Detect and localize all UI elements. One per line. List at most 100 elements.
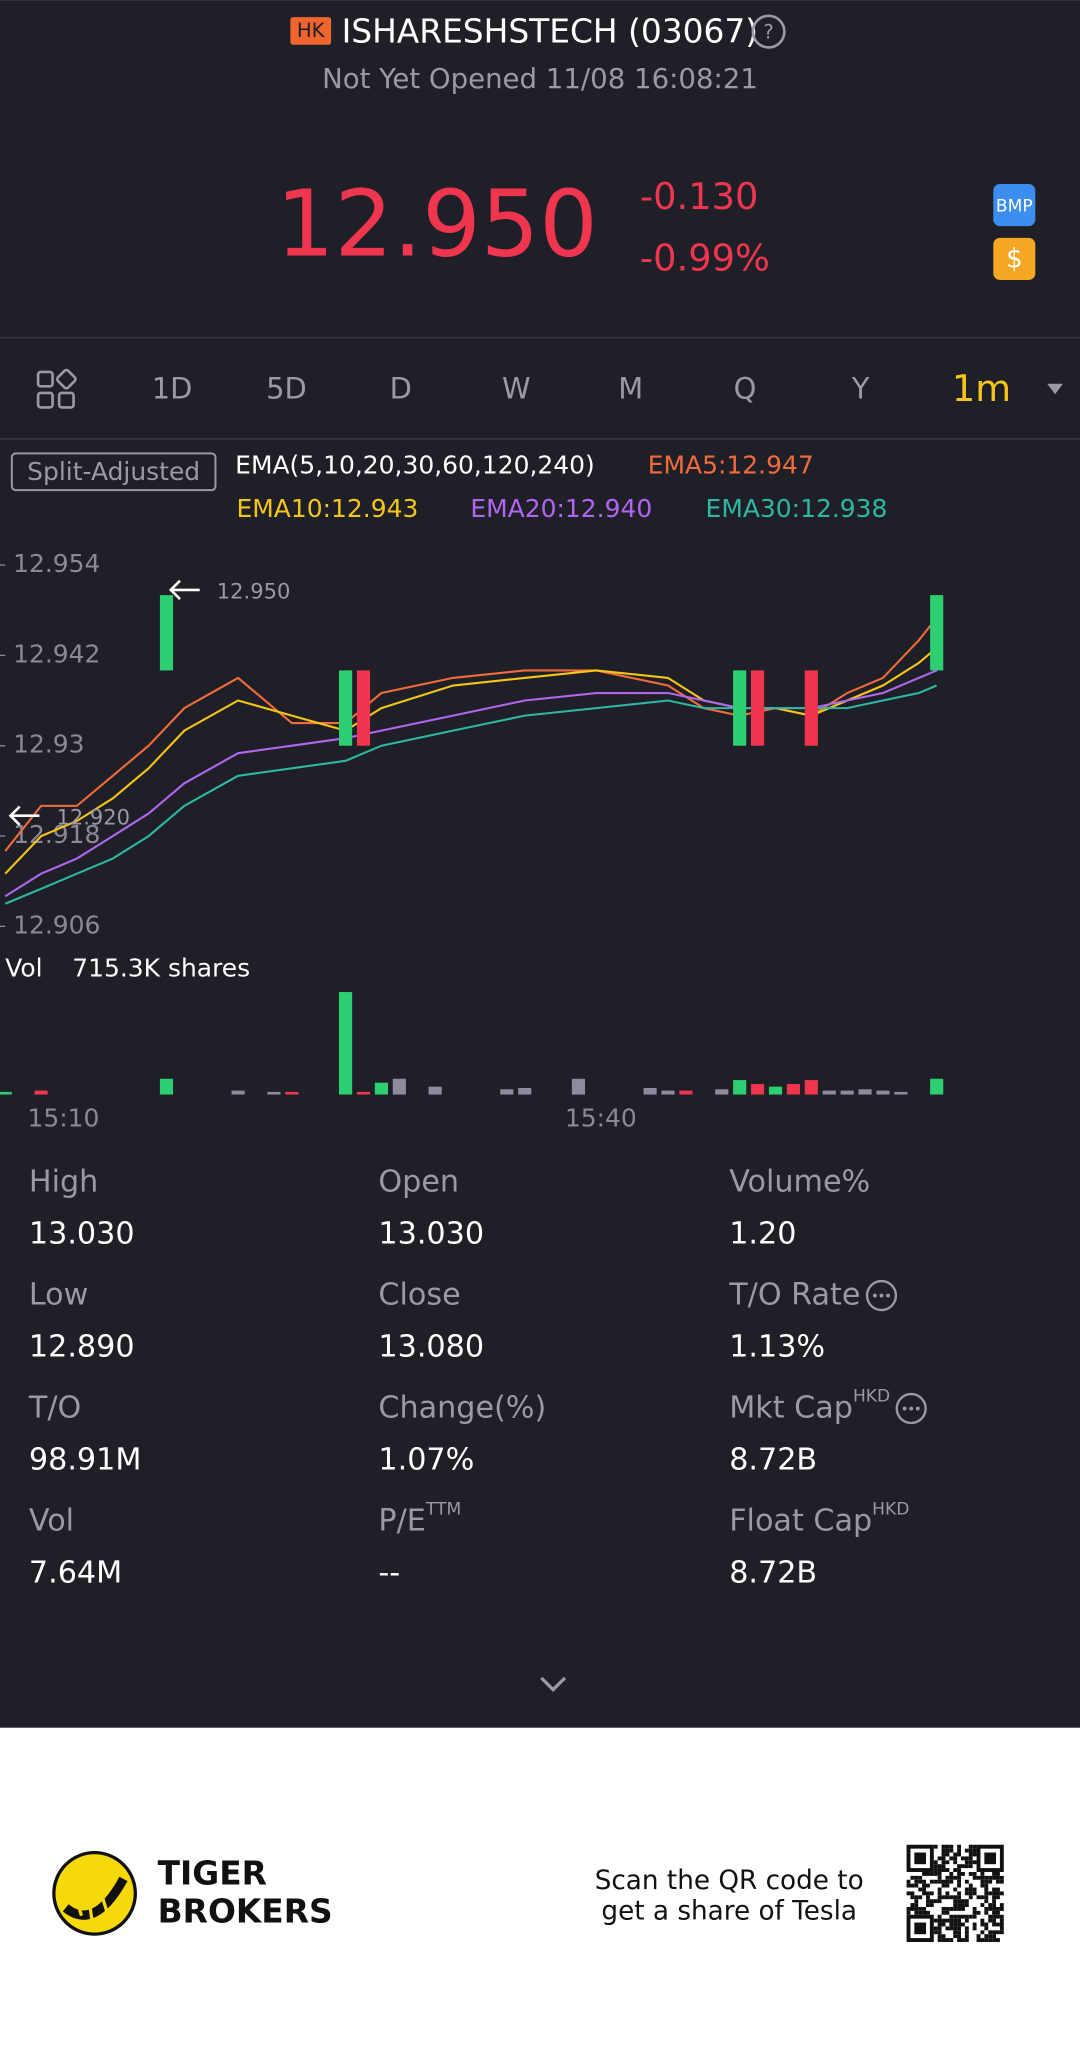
period-tab[interactable]: 1D	[152, 371, 193, 405]
currency-icon[interactable]	[993, 237, 1036, 280]
qr-module	[984, 1938, 989, 1942]
period-tab[interactable]: Q	[734, 371, 757, 405]
qr-module	[999, 1906, 1004, 1911]
qr-module	[926, 1871, 930, 1876]
qr-module	[964, 1891, 969, 1896]
qr-module	[941, 1934, 946, 1939]
period-tab[interactable]: 5D	[266, 371, 307, 405]
ema-line	[4, 684, 938, 905]
qr-module	[957, 1938, 962, 1942]
qr-module	[972, 1848, 977, 1853]
qr-module	[914, 1899, 919, 1904]
qr-module	[941, 1860, 946, 1865]
stat-label-text: Change(%)	[378, 1390, 546, 1425]
dropdown-arrow[interactable]	[1047, 383, 1063, 395]
y-tick-label: 12.918	[13, 820, 100, 849]
adjust-button[interactable]	[10, 452, 217, 492]
qr-module	[922, 1871, 927, 1876]
layout-icon[interactable]	[36, 368, 77, 409]
qr-module	[953, 1918, 958, 1923]
legend-entry: EMA20:12.940	[470, 494, 652, 523]
percent-change: -0.99%	[640, 237, 770, 280]
stat-value: 8.72B	[729, 1443, 817, 1478]
volume-bar	[643, 1087, 657, 1095]
qr-module	[918, 1879, 923, 1884]
stat-label-unit: HKD	[872, 1500, 909, 1520]
qr-module	[937, 1914, 942, 1919]
qr-module	[922, 1910, 927, 1915]
qr-module	[918, 1910, 923, 1915]
qr-module	[914, 1895, 919, 1900]
period-tab[interactable]: D	[390, 371, 412, 405]
qr-module	[976, 1938, 981, 1942]
qr-module	[996, 1906, 1000, 1911]
qr-module	[933, 1918, 938, 1923]
help-icon[interactable]	[751, 14, 786, 49]
market-status: Not Yet Opened 11/08 16:08:21	[322, 62, 758, 95]
qr-module	[972, 1891, 977, 1896]
qr-module	[945, 1895, 950, 1900]
qr-module	[972, 1871, 977, 1876]
qr-module	[953, 1903, 958, 1907]
info-icon-dot	[902, 1406, 907, 1411]
qr-module	[937, 1864, 942, 1869]
qr-module	[961, 1903, 965, 1907]
qr-module	[976, 1875, 981, 1880]
stat-label-text: P/E	[378, 1503, 425, 1538]
period-tab[interactable]: M	[618, 371, 643, 405]
qr-module	[926, 1903, 930, 1907]
volume-bar	[34, 1090, 48, 1095]
qr-module	[992, 1934, 997, 1939]
qr-module	[945, 1918, 950, 1923]
expand-chevron[interactable]	[540, 1676, 567, 1693]
qr-module	[972, 1860, 977, 1865]
period-tab[interactable]: Y	[851, 371, 870, 405]
candle-body	[733, 670, 747, 746]
qr-module	[961, 1906, 965, 1911]
qr-module	[976, 1895, 981, 1900]
info-icon[interactable]	[895, 1392, 927, 1425]
info-icon-dot	[886, 1293, 891, 1298]
qr-module	[988, 1875, 993, 1880]
qr-module	[933, 1860, 938, 1865]
qr-module	[941, 1895, 946, 1900]
qr-module	[937, 1926, 942, 1931]
qr-module	[926, 1895, 930, 1900]
qr-module	[957, 1903, 962, 1907]
annotation-arrow	[8, 805, 40, 826]
qr-module	[914, 1903, 919, 1907]
info-icon[interactable]	[865, 1279, 898, 1312]
volume-bar	[804, 1080, 818, 1095]
qr-module	[972, 1887, 977, 1892]
qr-module	[922, 1879, 927, 1884]
qr-module	[910, 1891, 915, 1896]
qr-module	[941, 1868, 946, 1872]
qr-module	[922, 1891, 927, 1896]
qr-module	[999, 1926, 1004, 1931]
brand-logo-stripe	[62, 1876, 128, 1920]
qr-module	[957, 1934, 962, 1939]
promo-text: Scan the QR code to	[595, 1866, 864, 1896]
x-tick-label: 15:10	[27, 1104, 99, 1133]
qr-module	[918, 1906, 923, 1911]
stat-label: High	[29, 1164, 98, 1199]
qr-module	[945, 1852, 950, 1857]
qr-module	[914, 1875, 919, 1880]
qr-module	[996, 1891, 1000, 1896]
period-tab-active[interactable]: 1m	[952, 367, 1011, 410]
period-tab[interactable]: W	[502, 371, 531, 405]
stock-title: ISHARESHSTECH (03067)	[342, 12, 758, 50]
qr-module	[922, 1883, 927, 1888]
qr-module	[906, 1883, 911, 1888]
qr-module	[957, 1852, 962, 1857]
qr-module	[999, 1914, 1004, 1919]
qr-module	[968, 1864, 973, 1869]
qr-module	[937, 1922, 942, 1927]
dark-panel	[0, 0, 1080, 1728]
qr-module	[961, 1914, 965, 1919]
bmp-icon[interactable]	[993, 184, 1036, 227]
qr-module	[964, 1856, 969, 1861]
qr-module	[972, 1906, 977, 1911]
bmp-icon-text: BMP	[996, 196, 1033, 216]
stat-label-text: Vol	[29, 1503, 74, 1538]
